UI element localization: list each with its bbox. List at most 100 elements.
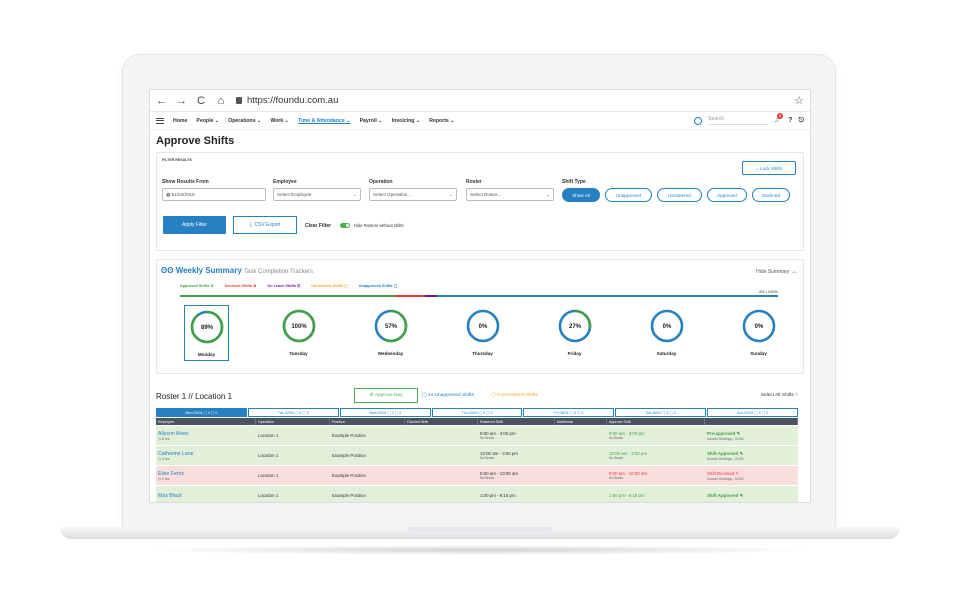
- summary-title-text: Weekly Summary: [175, 266, 242, 275]
- column-header: Operation: [256, 418, 330, 425]
- csv-export-button[interactable]: ⤓ CSV Export: [233, 216, 297, 234]
- select-all-label: Select All Shifts: [760, 393, 794, 398]
- day-name: Saturday: [656, 351, 677, 356]
- day-tracker-sunday[interactable]: 0% Sunday: [736, 305, 781, 361]
- table-cell: [555, 426, 607, 445]
- table-cell: 10:00 am - 3:00 pm No Break: [478, 446, 555, 465]
- chevron-down-icon: ⌄: [353, 191, 357, 197]
- day-tracker-monday[interactable]: 89% Monday: [184, 305, 229, 361]
- menu-icon[interactable]: [156, 117, 164, 124]
- select-all-shifts[interactable]: Select All Shifts ○: [760, 393, 798, 398]
- operation-cell: Location 1: [258, 453, 279, 458]
- nav-invoicing[interactable]: Invoicing ⌄: [391, 117, 421, 124]
- clear-filter-button[interactable]: Clear Filter: [305, 223, 332, 229]
- back-arrow-icon[interactable]: ←: [156, 94, 167, 107]
- apply-filter-button[interactable]: Apply Filter: [163, 216, 226, 234]
- day-tracker-saturday[interactable]: 0% Saturday: [644, 305, 689, 361]
- shift-type-show-all[interactable]: Show All: [562, 188, 600, 202]
- table-row[interactable]: Elsie Ferris ◷ 0 hrs Location 1 Example Pos…: [156, 466, 798, 486]
- day-tab[interactable]: Wed 03/04 ▢ 0 ▢ 0: [339, 408, 431, 417]
- day-tab[interactable]: Thu 04/04 ▢ 0 ▢ 0: [431, 408, 523, 417]
- chevron-up-icon: ︿: [791, 269, 797, 275]
- position-cell: Example Position: [332, 433, 366, 438]
- rostered-time: 10:00 am - 3:00 pm: [480, 451, 519, 456]
- approve-day-button[interactable]: ⊘ Approve Day: [354, 388, 418, 403]
- approve-note: No Break: [609, 456, 624, 460]
- employee-select[interactable]: Select Employee ⌄: [273, 188, 361, 201]
- day-tracker-tuesday[interactable]: 100% Tuesday: [276, 305, 321, 361]
- nav-payroll[interactable]: Payroll ⌄: [359, 117, 383, 124]
- progress-segment: [395, 295, 426, 297]
- day-tracker-friday[interactable]: 27% Friday: [552, 305, 597, 361]
- bell-icon: ♫: [774, 116, 780, 124]
- hide-summary-button[interactable]: Hide Summary ︿: [756, 268, 797, 275]
- table-row[interactable]: Allyson Alves ◷ 8 hrs Location 1 Example Po…: [156, 426, 798, 446]
- summary-subtitle: Task Completion Trackers: [244, 269, 314, 275]
- logout-icon[interactable]: ⎋: [798, 116, 804, 124]
- shift-type-declined[interactable]: Declined: [752, 188, 790, 202]
- shift-type-approved[interactable]: Approved: [707, 188, 747, 202]
- roster-title: Roster 1 // Location 1: [156, 392, 233, 401]
- progress-segment: [425, 295, 438, 297]
- table-cell: Pre-approved ✎ foundU Holdings - 01/04: [705, 426, 798, 445]
- nav-reports[interactable]: Reports ⌄: [429, 117, 455, 124]
- roster-select[interactable]: Select Roster... ⌄: [466, 188, 554, 201]
- employee-name: Catherine Lane: [158, 450, 194, 457]
- bookmark-star-icon[interactable]: ☆: [794, 95, 804, 107]
- column-header: Employee: [156, 418, 256, 425]
- day-tracker-wednesday[interactable]: 57% Wednesday: [368, 305, 413, 361]
- day-tab[interactable]: Sun 07/04 ▢ 0 ▢ 0: [707, 408, 799, 417]
- nav-people[interactable]: People ⌄: [196, 117, 220, 124]
- table-cell: Shift Approved ✎ foundU Holdings - 01/04: [705, 446, 798, 465]
- forward-arrow-icon[interactable]: →: [176, 94, 187, 107]
- column-header: Approve Shift: [607, 418, 705, 425]
- weekly-summary-panel: ʘʘ Weekly Summary Task Completion Tracke…: [156, 259, 804, 374]
- table-cell: Example Position: [330, 426, 405, 445]
- download-icon: ⤓: [249, 222, 252, 228]
- notifications[interactable]: ♫ 3: [774, 112, 784, 125]
- nav-operations[interactable]: Operations ⌄: [228, 117, 262, 124]
- table-cell: [555, 486, 607, 502]
- help-icon[interactable]: ?: [788, 117, 793, 124]
- table-row[interactable]: Catherine Lane ◷ 4 hrs Location 1 Example P…: [156, 446, 798, 466]
- table-cell: Location 1: [256, 466, 330, 485]
- table-row[interactable]: Max Black Location 1 Example Position 1:00 …: [156, 486, 798, 502]
- nav-home[interactable]: Home: [173, 117, 188, 124]
- progress-ring: 27%: [558, 309, 591, 343]
- operation-select[interactable]: Select Operation... ⌄: [369, 188, 457, 201]
- day-tracker-thursday[interactable]: 0% Thursday: [460, 305, 505, 361]
- main-content: Approve Shifts FILTER RESULTS ⌂ Lock Shi…: [150, 135, 810, 502]
- home-icon[interactable]: ⌂: [217, 94, 225, 107]
- employee-placeholder: Select Employee: [277, 192, 312, 197]
- laptop-notch: [408, 527, 552, 532]
- nav-time-attendance[interactable]: Time & Attendance ⌄: [298, 117, 351, 124]
- day-tab[interactable]: Tue 02/04 ▢ 0 ▢ 0: [247, 408, 339, 417]
- shift-status: Shift Declined ✎: [707, 470, 739, 476]
- legend-on-leave: On Leave Shifts ⊡: [267, 284, 301, 288]
- day-tab[interactable]: Sat 06/04 ▢ 0 ▢ 0: [615, 408, 707, 417]
- address-bar[interactable]: https://foundu.com.au: [236, 95, 338, 106]
- globe-icon[interactable]: [694, 116, 703, 125]
- search-input[interactable]: Search: [708, 116, 769, 125]
- shift-status: Shift Approved ✎: [707, 450, 744, 456]
- glasses-icon: ʘʘ: [161, 266, 174, 275]
- filter-fields: Show Results From ▦ 01/04/2019 Employee …: [162, 179, 798, 202]
- table-cell: [405, 426, 478, 445]
- shift-status-note: foundU Holdings - 01/04: [707, 436, 744, 441]
- nav-work[interactable]: Work ⌄: [270, 117, 290, 124]
- date-input[interactable]: ▦ 01/04/2019: [162, 188, 266, 201]
- day-tab[interactable]: Fri 05/04 ▢ 0 ▢ 0: [523, 408, 615, 417]
- day-tab[interactable]: Mon 01/04 ▢ 0 ▢ 0: [156, 408, 247, 417]
- shift-status-note: foundU Holdings - 01/04: [707, 476, 744, 481]
- progress-ring: 0%: [466, 309, 499, 343]
- operation-label: Operation: [369, 179, 393, 185]
- shift-type-unapproved[interactable]: Unapproved: [605, 188, 652, 202]
- day-name: Monday: [197, 352, 216, 357]
- column-header: [705, 418, 798, 425]
- shift-type-unrostered[interactable]: Unrostered: [657, 188, 702, 202]
- lock-shifts-button[interactable]: ⌂ Lock Shifts: [742, 161, 796, 175]
- rostered-note: No Break: [480, 436, 495, 440]
- browser-toolbar: ← → C ⌂ https://foundu.com.au ☆: [150, 90, 810, 112]
- hide-rosters-toggle[interactable]: [340, 223, 350, 228]
- reload-icon[interactable]: C: [197, 94, 205, 107]
